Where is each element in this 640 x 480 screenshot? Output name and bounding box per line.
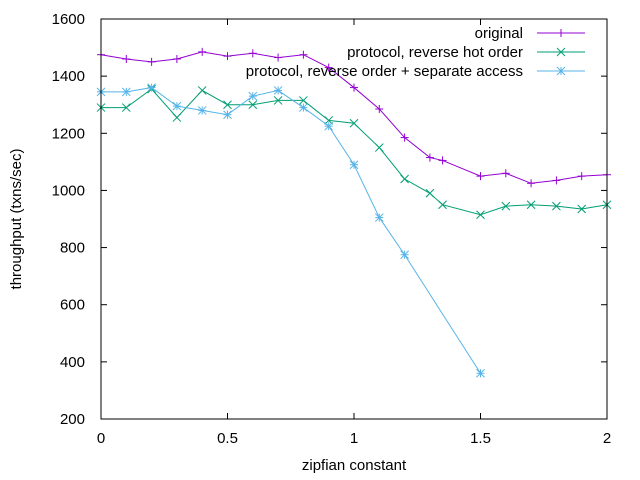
- data-point: [577, 172, 586, 181]
- data-point: [223, 100, 232, 110]
- x-tick-label: 2: [603, 430, 611, 447]
- data-point: [476, 368, 485, 378]
- x-axis-label: zipfian constant: [302, 457, 407, 474]
- data-point: [172, 101, 182, 111]
- data-point: [324, 63, 333, 72]
- data-point: [501, 201, 511, 211]
- data-point: [248, 100, 258, 110]
- data-point: [375, 105, 384, 113]
- data-point: [350, 83, 358, 92]
- x-tick-label: 1: [350, 430, 358, 447]
- data-point: [438, 200, 447, 210]
- legend-marker: [557, 29, 565, 37]
- y-tick-label: 600: [60, 297, 85, 314]
- data-point: [248, 91, 258, 101]
- y-tick-label: 1200: [52, 125, 85, 142]
- data-point: [121, 87, 131, 97]
- data-point: [273, 96, 283, 105]
- data-point: [299, 96, 308, 105]
- legend-item: protocol, reverse hot order: [347, 44, 585, 61]
- legend-marker: [556, 66, 566, 76]
- data-point: [197, 106, 207, 115]
- ticks-layer: 0 0.5 1 1.5 2 200 400 600 800 1000 1200 1400 1600: [52, 11, 612, 447]
- data-point: [147, 57, 156, 66]
- legend-item: protocol, reverse order + separate acces…: [246, 63, 585, 80]
- data-point: [374, 143, 384, 152]
- data-point: [273, 86, 283, 95]
- legend-item: original: [475, 25, 585, 42]
- data-point: [299, 50, 308, 59]
- data-point: [400, 133, 409, 142]
- data-point: [374, 213, 384, 222]
- data-point: [526, 200, 536, 210]
- data-point: [476, 210, 485, 220]
- x-tick-label: 1.5: [470, 430, 491, 447]
- data-point: [476, 172, 485, 181]
- series-2: [96, 84, 612, 220]
- data-point: [147, 83, 156, 92]
- data-point: [198, 47, 207, 56]
- data-point: [274, 53, 283, 62]
- data-point: [349, 160, 359, 170]
- data-point: [425, 153, 434, 162]
- data-point: [172, 113, 182, 122]
- y-tick-label: 200: [60, 411, 85, 428]
- data-point: [400, 174, 409, 184]
- y-tick-label: 400: [60, 354, 85, 371]
- legend-marker: [556, 47, 566, 57]
- legend-label: protocol, reverse order + separate acces…: [246, 63, 523, 80]
- data-point: [324, 121, 334, 131]
- y-tick-label: 800: [60, 240, 85, 257]
- data-point: [577, 204, 587, 214]
- data-point: [248, 49, 257, 58]
- legend: original protocol, reverse hot order proto…: [246, 25, 585, 80]
- x-tick-label: 0: [97, 430, 105, 447]
- data-point: [349, 118, 359, 128]
- data-point: [552, 201, 561, 211]
- data-point: [299, 103, 308, 112]
- data-point: [197, 86, 207, 95]
- data-point: [121, 103, 131, 112]
- y-axis-label: throughput (txns/sec): [8, 149, 25, 290]
- data-point: [172, 55, 181, 63]
- data-point: [223, 110, 232, 120]
- data-point: [552, 176, 561, 185]
- data-point: [527, 179, 536, 188]
- series-1: [97, 47, 611, 188]
- y-tick-label: 1600: [52, 11, 85, 28]
- y-tick-label: 1000: [52, 182, 85, 199]
- legend-label: protocol, reverse hot order: [347, 44, 523, 61]
- data-point: [400, 250, 409, 260]
- data-point: [438, 156, 447, 165]
- legend-label: original: [475, 25, 523, 42]
- data-point: [425, 188, 435, 198]
- data-point: [501, 169, 510, 178]
- data-point: [122, 55, 131, 63]
- x-tick-label: 0.5: [217, 430, 238, 447]
- y-tick-label: 1400: [52, 68, 85, 85]
- series-3: [96, 83, 485, 378]
- series-layer: [96, 47, 612, 378]
- data-point: [223, 52, 232, 61]
- series-line: [101, 87, 481, 374]
